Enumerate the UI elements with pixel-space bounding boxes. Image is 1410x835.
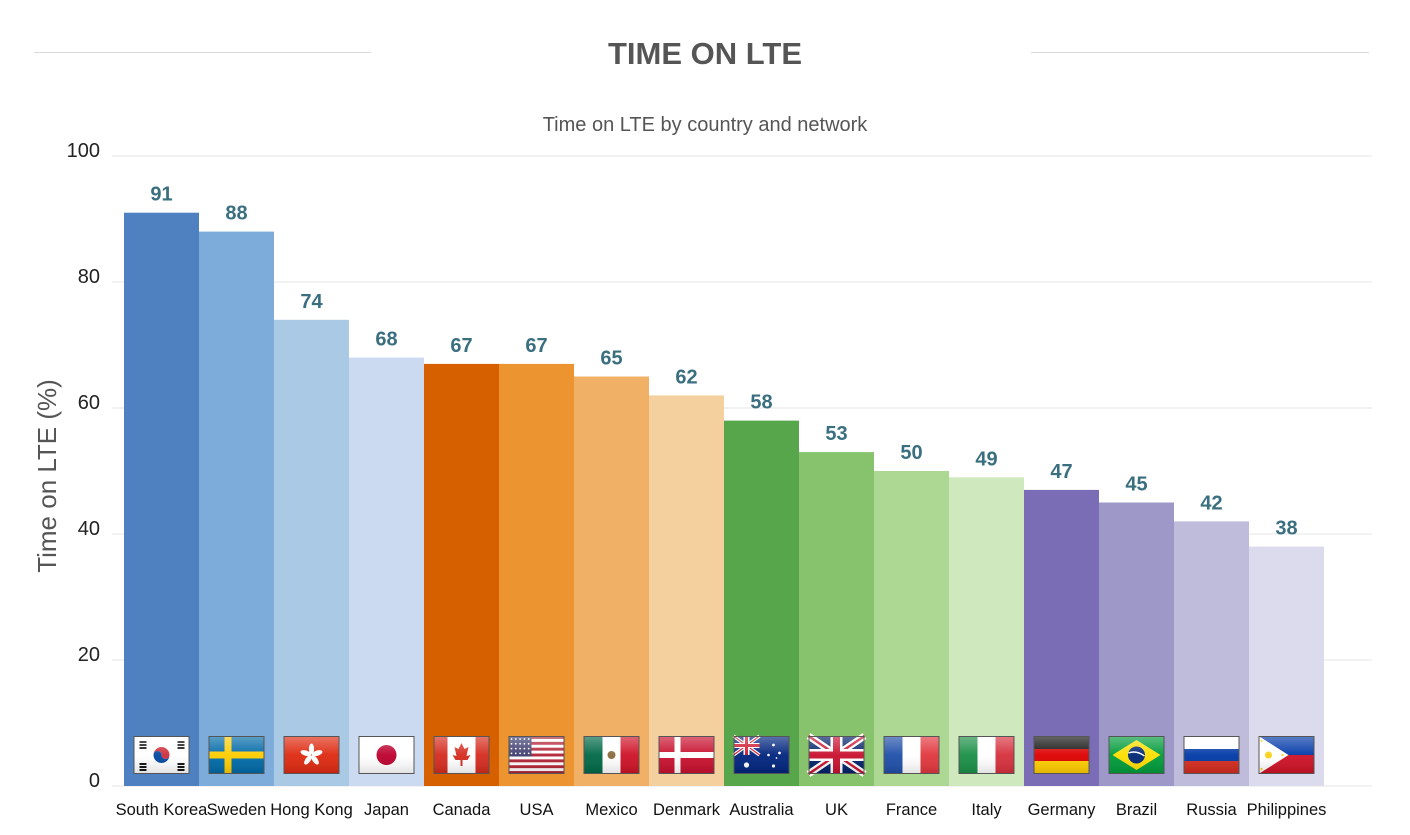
x-tick-label: Sweden	[207, 801, 267, 819]
bar	[874, 471, 949, 786]
usa-flag-icon	[508, 736, 565, 774]
data-label: 67	[525, 335, 547, 357]
data-label: 42	[1200, 492, 1222, 514]
data-label: 62	[675, 366, 697, 388]
philippines-flag-icon	[1258, 736, 1315, 774]
data-label: 53	[825, 423, 847, 445]
bar	[274, 319, 349, 786]
y-tick-label: 80	[78, 266, 100, 288]
y-tick-label: 60	[78, 392, 100, 414]
y-tick-label: 100	[67, 140, 100, 162]
russia-flag-icon	[1183, 736, 1240, 774]
bar	[349, 357, 424, 786]
y-axis-label: Time on LTE (%)	[32, 379, 62, 573]
x-tick-label: UK	[825, 801, 848, 819]
chart-subtitle: Time on LTE by country and network	[542, 114, 868, 136]
data-label: 58	[750, 392, 772, 414]
canada-flag-icon	[433, 736, 490, 774]
x-tick-label: Canada	[433, 801, 492, 819]
x-tick-label: Russia	[1186, 801, 1237, 819]
data-label: 45	[1125, 474, 1147, 496]
x-tick-label: Denmark	[653, 801, 721, 819]
data-label: 74	[300, 291, 323, 313]
bar	[799, 452, 874, 786]
title-rule-right	[1031, 52, 1369, 53]
bar	[124, 212, 199, 786]
x-tick-label: Australia	[729, 801, 794, 819]
brazil-flag-icon	[1108, 736, 1165, 774]
bar	[424, 363, 499, 786]
x-tick-label: Japan	[364, 801, 409, 819]
data-label: 91	[150, 184, 172, 206]
bar	[724, 420, 799, 786]
denmark-flag-icon	[658, 736, 715, 774]
uk-flag-icon	[806, 733, 867, 777]
x-tick-label: Italy	[971, 801, 1002, 819]
sweden-flag-icon	[208, 736, 265, 774]
data-label: 68	[375, 329, 397, 351]
data-label: 88	[225, 203, 247, 225]
hong-kong-flag-icon	[283, 736, 340, 774]
x-tick-label: Brazil	[1116, 801, 1157, 819]
south-korea-flag-icon	[133, 736, 190, 774]
x-tick-label: Philippines	[1247, 801, 1327, 819]
y-tick-label: 40	[78, 518, 100, 540]
bar	[949, 477, 1024, 786]
data-label: 67	[450, 335, 472, 357]
italy-flag-icon	[958, 736, 1015, 774]
x-tick-label: Hong Kong	[270, 801, 353, 819]
data-label: 47	[1050, 461, 1072, 483]
bar	[574, 376, 649, 786]
bar	[199, 231, 274, 787]
x-tick-label: France	[886, 801, 937, 819]
france-flag-icon	[883, 736, 940, 774]
japan-flag-icon	[358, 736, 415, 774]
y-tick-label: 0	[89, 770, 100, 792]
mexico-flag-icon	[583, 736, 640, 774]
chart-title: TIME ON LTE	[607, 36, 803, 71]
title-rule-left	[34, 52, 371, 53]
y-tick-label: 20	[78, 644, 100, 666]
data-label: 65	[600, 348, 622, 370]
data-label: 38	[1275, 518, 1297, 540]
germany-flag-icon	[1033, 736, 1090, 774]
bar	[499, 363, 574, 786]
x-tick-label: South Korea	[116, 801, 209, 819]
bar	[649, 395, 724, 786]
x-tick-label: Germany	[1028, 801, 1097, 819]
data-label: 50	[900, 442, 922, 464]
australia-flag-icon	[732, 734, 790, 774]
data-label: 49	[975, 448, 997, 470]
x-tick-label: USA	[520, 801, 554, 819]
x-tick-label: Mexico	[585, 801, 637, 819]
